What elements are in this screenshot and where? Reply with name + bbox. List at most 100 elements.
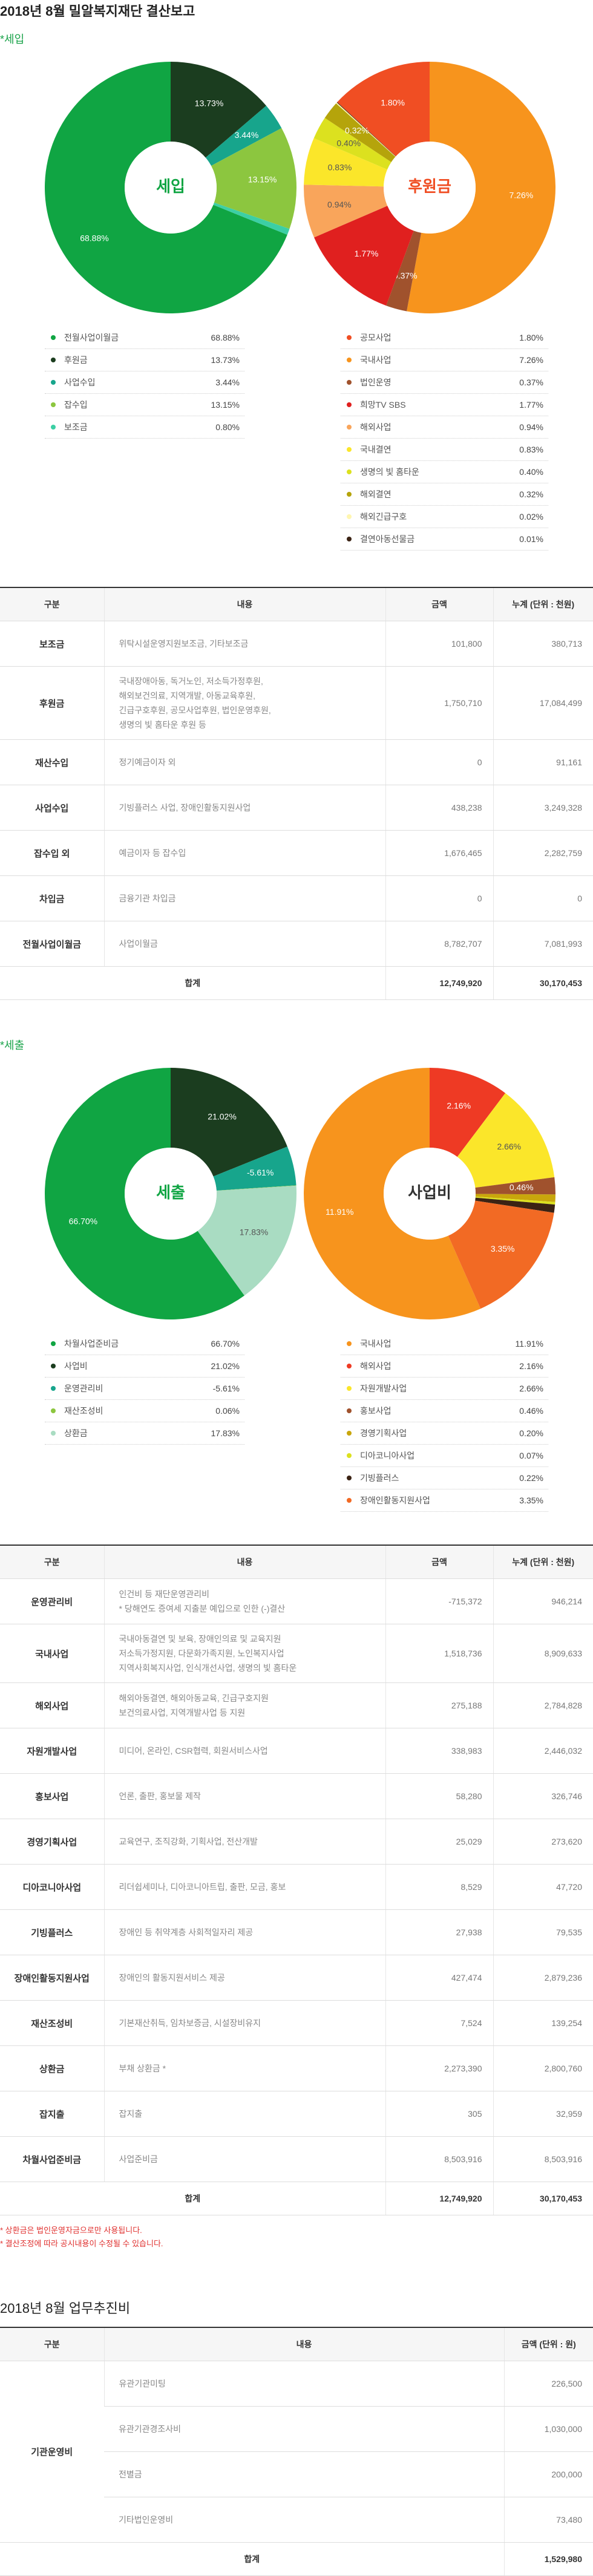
legend-label: 국내결연 [360,445,392,454]
row-category: 국내사업 [0,1624,104,1683]
row-amount: 1,676,465 [385,830,493,876]
total-label: 합계 [0,2182,385,2215]
row-content: 장애인의 활동지원서비스 제공 [103,1955,385,2001]
row-cumulative: 2,446,032 [493,1728,593,1774]
legend-swatch [51,1364,56,1368]
donut-chart: 68.88% 13.73% 3.44% 13.15% 세입 [45,62,296,313]
legend-label: 공모사업 [360,333,392,342]
report-section: 2018년 8월 업무추진비 구분 내용 금액 (단위 : 원) 기관운영비 유관기관미팅… [0,2296,593,2576]
legend-value: 68.88% [211,333,240,342]
donut-slice [171,62,266,158]
table-row: 후원금 국내장애아동, 독거노인, 저소득가정후원, 해외보건의료, 지역개발, 아… [0,666,593,740]
slice-label: 17.83% [240,1228,268,1237]
slice-label: -5.61% [247,1168,274,1177]
row-content: 해외아동결연, 해외아동교육, 긴급구호지원 보건의료사업, 지역개발사업 등 지… [103,1682,385,1728]
row-category: 차입금 [0,875,104,921]
row-cumulative: 326,746 [493,1773,593,1819]
donut-hole [125,142,217,234]
legend-swatch [347,1498,352,1503]
slice-label: 68.88% [80,234,108,243]
total-amount: 12,749,920 [385,966,493,1000]
legend-value: 17.83% [211,1428,240,1438]
content-line: 국내장애아동, 독거노인, 저소득가정후원, [119,676,263,686]
table-row: 사업수입 기빙플러스 사업, 장애인활동지원사업 438,238 3,249,328 [0,785,593,831]
report-section: *세입 68.88% 13.73% 3.44% 13.15% 세입 1.80% 7.26% 0.… [0,30,593,1000]
legend-label: 해외결연 [360,489,392,499]
document-title: 2018년 8월 밀알복지재단 결산보고 [0,4,195,19]
content-line: 사업준비금 [119,2154,158,2164]
row-content: 국내아동결연 및 보육, 장애인의료 및 교육지원 저소득가정지원, 다문화가족지… [103,1624,385,1683]
total-amount: 1,529,980 [503,2542,593,2576]
column-header: 누계 (단위 : 천원) [493,587,593,621]
slice-label: 13.15% [248,175,277,185]
content-line: 리더쉽세미나, 디아코니아트립, 출판, 모금, 홍보 [119,1882,286,1892]
content-line: 언론, 출판, 홍보물 제작 [119,1791,201,1801]
legend-item: 자원개발사업 2.66% [341,1378,548,1400]
row-category: 기빙플러스 [0,1909,104,1955]
legend-swatch [347,1408,352,1413]
row-content: 기빙플러스 사업, 장애인활동지원사업 [103,785,385,831]
legend-label: 차월사업준비금 [64,1339,119,1348]
content-line: 저소득가정지원, 다문화가족지원, 노인복지사업 [119,1649,284,1658]
header-row: 구분 내용 금액 누계 (단위 : 천원) [0,1545,593,1579]
section-label: *세출 [0,1039,25,1051]
slice-label: 66.70% [69,1217,97,1226]
legend-item: 보조금 0.80% [45,416,244,439]
donut-slice [336,102,396,157]
donut-slice [213,1146,296,1191]
table-row: 상환금 부채 상환금 * 2,273,390 2,800,760 [0,2045,593,2091]
row-cumulative: 47,720 [493,1864,593,1910]
legend-label: 후원금 [64,355,88,365]
legend-swatch [347,402,352,407]
slice-label: 13.73% [195,99,223,108]
data-table: 구분 내용 금액 누계 (단위 : 천원) 보조금 위탁시설운영지원보조금, 기타보조금 1… [0,587,593,1000]
row-amount: 0 [385,875,493,921]
row-cumulative: 273,620 [493,1819,593,1865]
donut-slice [337,62,430,157]
row-amount: 427,474 [385,1955,493,2001]
column-header: 내용 [103,2327,504,2361]
donut-center-label: 세입 [156,177,185,195]
row-category: 보조금 [0,621,104,667]
content-line: * 당해연도 증여세 지출분 예입으로 인한 (-)결산 [119,1604,286,1613]
legend-label: 재산조성비 [64,1406,103,1416]
legend-swatch [347,447,352,452]
legend-swatch [347,425,352,430]
donut-center-label: 후원금 [408,177,451,195]
table-row: 기빙플러스 장애인 등 취약계층 사회적일자리 제공 27,938 79,535 [0,1909,593,1955]
header-row: 구분 내용 금액 누계 (단위 : 천원) [0,587,593,621]
row-amount: -715,372 [385,1578,493,1624]
legend-value: 0.83% [519,445,543,454]
column-header: 내용 [103,1545,385,1579]
legend-label: 전월사업이월금 [64,333,119,342]
legend-label: 장애인활동지원사업 [360,1496,430,1505]
table-row: 해외사업 해외아동결연, 해외아동교육, 긴급구호지원 보건의료사업, 지역개발사업… [0,1682,593,1728]
donut-slice [475,1197,555,1213]
legend-item: 해외긴급구호 0.02% [341,506,548,528]
legend-item: 결연아동선물금 0.01% [341,528,548,551]
legend-label: 국내사업 [360,355,392,365]
slice-label: 2.66% [497,1142,521,1151]
row-amount: 7,524 [385,2000,493,2046]
donut-slice [475,1194,555,1202]
legend-swatch [347,514,352,519]
table-row: 잡수입 외 예금이자 등 잡수입 1,676,465 2,282,759 [0,830,593,876]
row-content: 사업준비금 [103,2136,385,2182]
donut-slice [197,1185,296,1296]
donut-slice [213,202,290,235]
row-amount: 1,750,710 [385,666,493,740]
slice-label: 7.26% [509,191,534,200]
data-table: 구분 내용 금액 누계 (단위 : 천원) 운영관리비 인건비 등 재단운영관리비 * 당해… [0,1545,593,2215]
table-row: 재산수입 정기예금이자 외 0 91,161 [0,739,593,785]
legend-value: 11.91% [515,1339,543,1348]
content-line: 교육연구, 조직강화, 기획사업, 전산개발 [119,1837,258,1846]
row-content: 유관기관미팅 [103,2361,504,2407]
donut-center-label: 세출 [156,1183,185,1201]
row-content: 사업이월금 [103,921,385,967]
row-category: 잡지출 [0,2091,104,2137]
table-row: 경영기획사업 교육연구, 조직강화, 기획사업, 전산개발 25,029 273,62… [0,1819,593,1865]
table-row: 보조금 위탁시설운영지원보조금, 기타보조금 101,800 380,713 [0,621,593,667]
table-row: 전월사업이월금 사업이월금 8,782,707 7,081,993 [0,921,593,967]
legend-label: 경영기획사업 [360,1428,407,1438]
legend-swatch [51,402,56,407]
